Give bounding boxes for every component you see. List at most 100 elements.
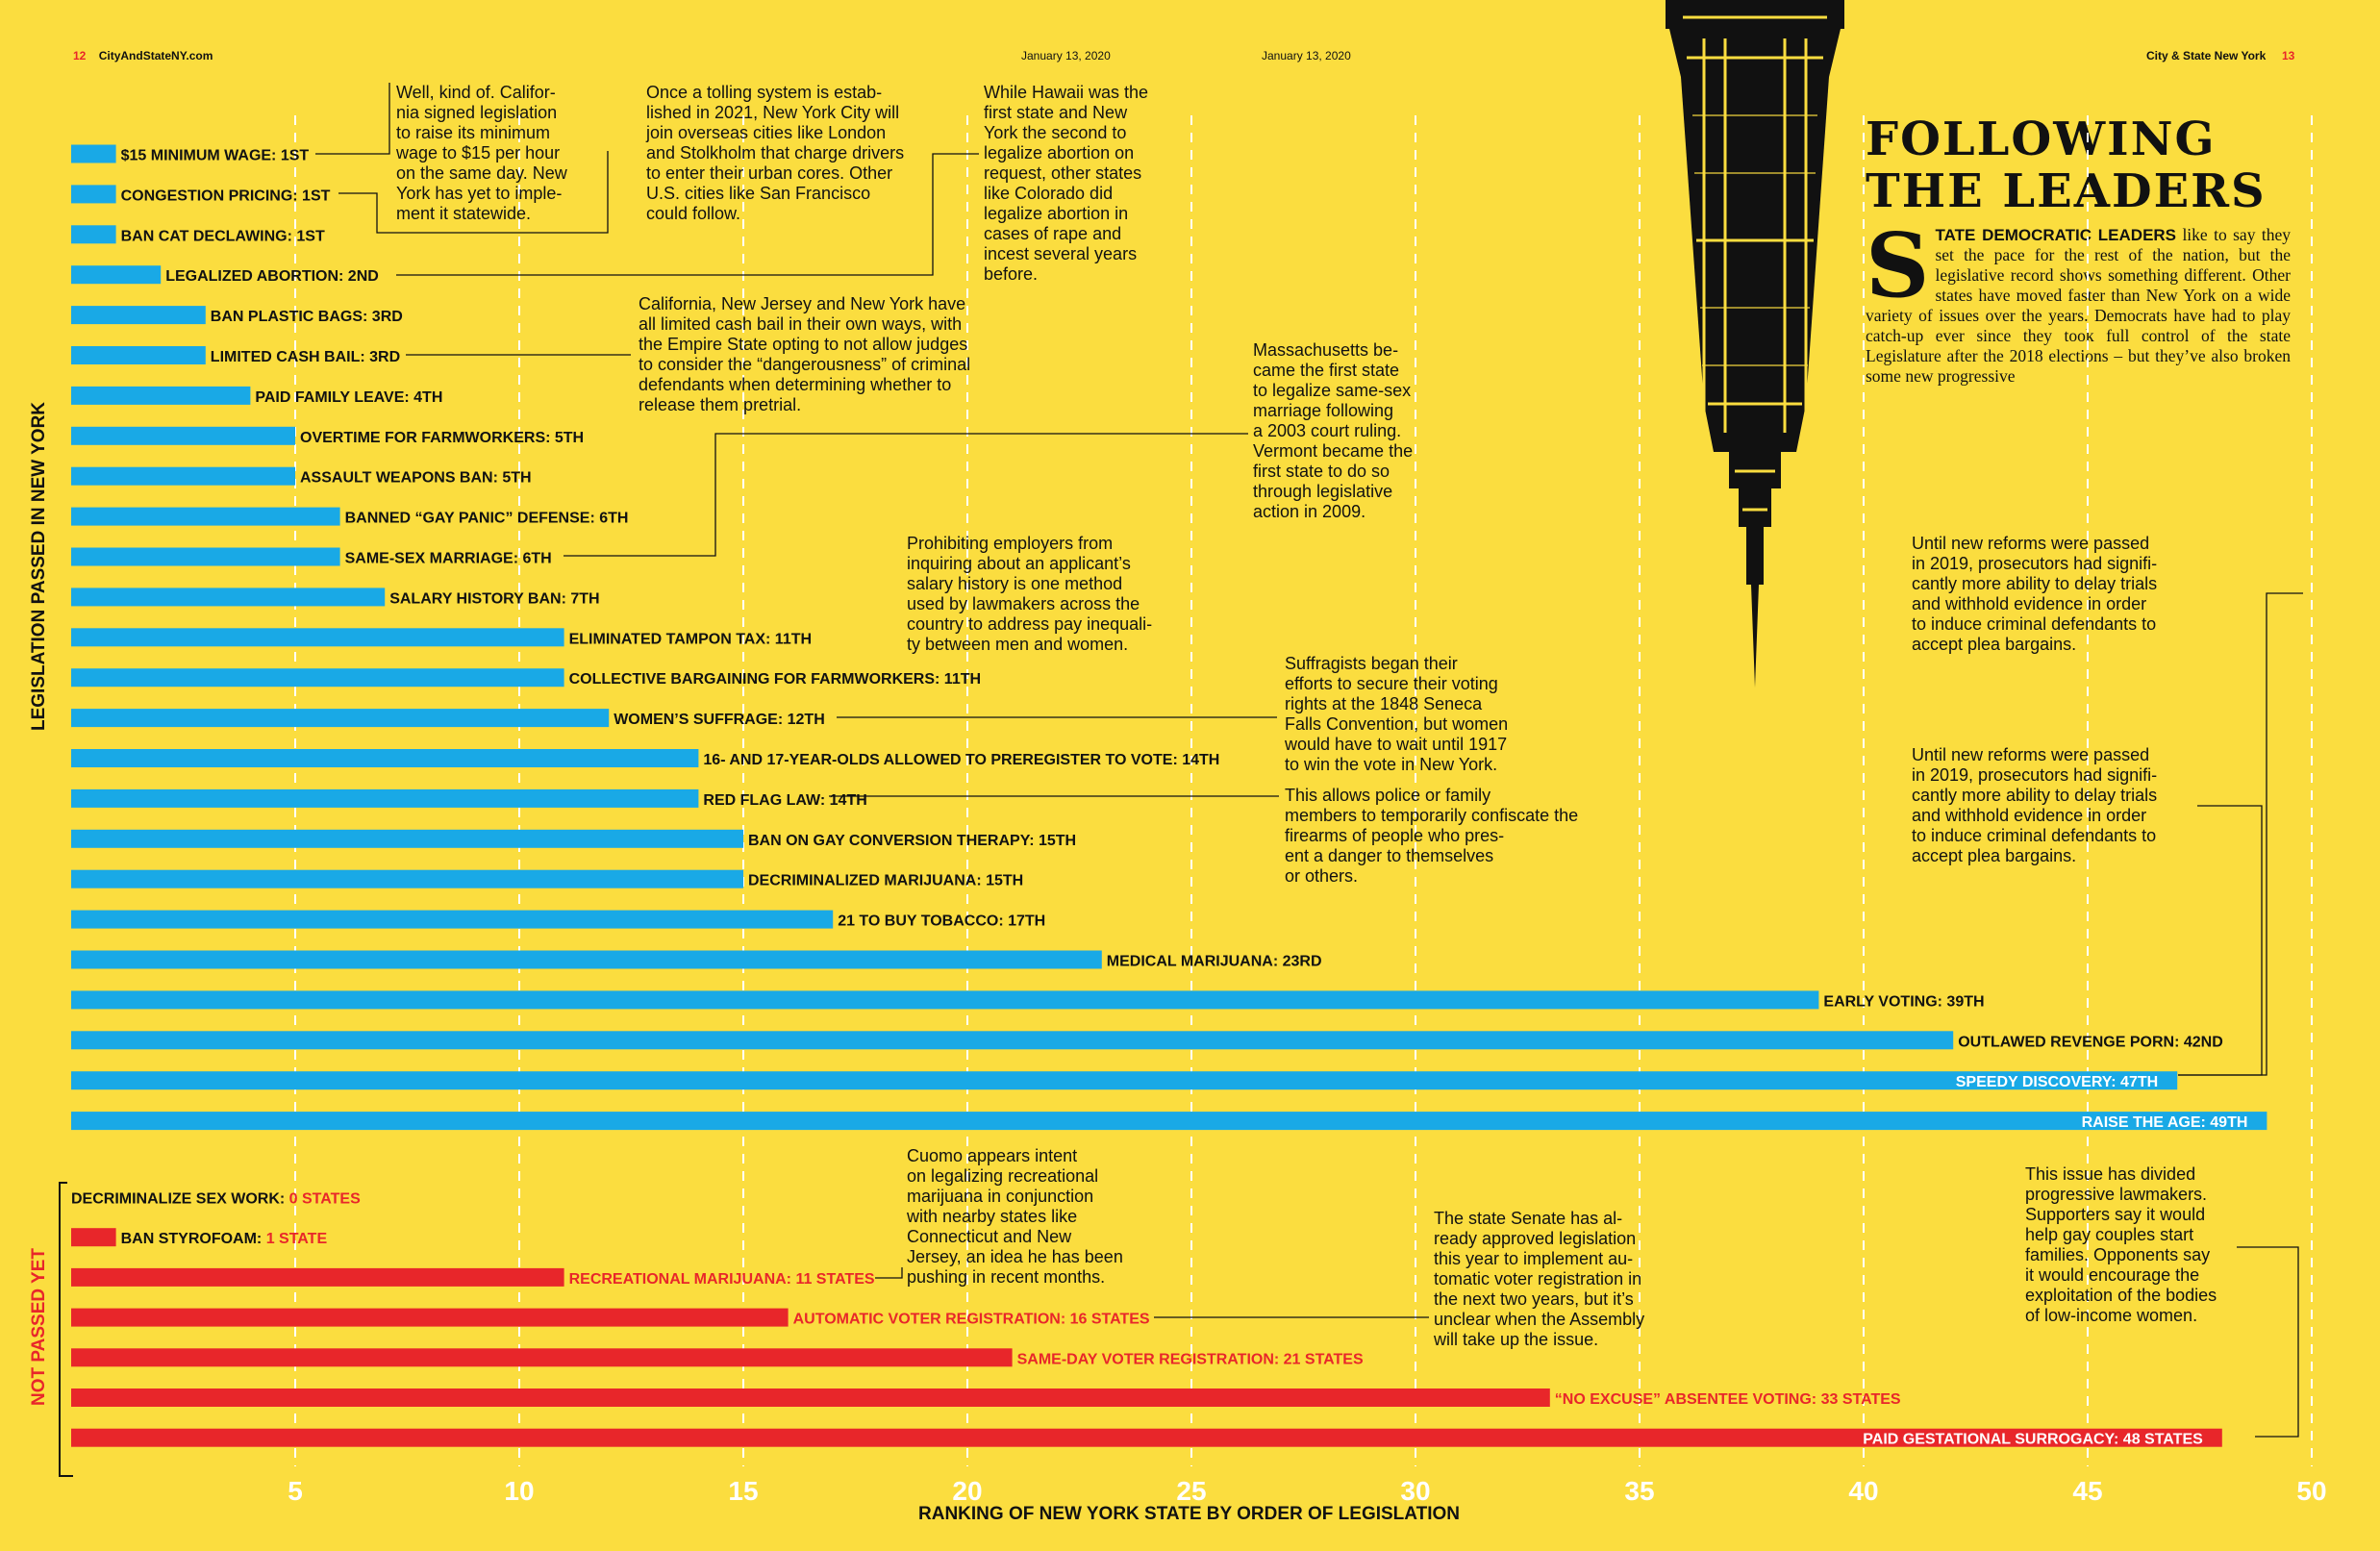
leader-line <box>2237 1246 2299 1438</box>
note-raise-age: Until new reforms were passed in 2019, pr… <box>1912 534 2157 655</box>
note-line: like Colorado did <box>984 184 1114 203</box>
headline-line-2: THE LEADERS <box>1866 164 2267 218</box>
note-line: to consider the “dangerousness” of crimi… <box>639 355 971 374</box>
bar-label: SPEEDY DISCOVERY: 47TH <box>1956 1074 2158 1090</box>
note-line: Cuomo appears intent <box>907 1146 1078 1165</box>
note-line: country to address pay inequali- <box>907 614 1153 634</box>
note-min-wage: Well, kind of. Califor-nia signed legisl… <box>396 83 567 224</box>
note-line: could follow. <box>646 204 741 223</box>
note-suffrage: Suffragists began their efforts to secure… <box>1285 654 1508 775</box>
note-line: to induce criminal defendants to <box>1912 826 2157 845</box>
note-line: a 2003 court ruling. <box>1253 421 1402 440</box>
bar <box>71 265 162 285</box>
leader-line <box>2178 592 2303 1076</box>
x-tick-label: 45 <box>2072 1476 2102 1506</box>
note-line: Until new reforms were passed <box>1912 534 2150 553</box>
article-intro: S TATE DEMOCRATIC LEADERS like to say the… <box>1866 221 2291 387</box>
bar-label: AUTOMATIC VOTER REGISTRATION: 16 STATES <box>793 1312 1150 1328</box>
right-date: January 13, 2020 <box>1262 49 1351 63</box>
note-cash-bail: California, New Jersey and New York have… <box>639 294 970 415</box>
note-line: would have to wait until 1917 <box>1285 735 1508 754</box>
note-line: cantly more ability to delay trials <box>1912 574 2158 593</box>
note-line: marriage following <box>1253 401 1394 420</box>
note-surrogacy: This issue has divided progressive lawmak… <box>2025 1164 2217 1326</box>
bar <box>71 1071 2178 1090</box>
passed-group-label: LEGISLATION PASSED IN NEW YORK <box>29 401 49 731</box>
note-discovery: Until new reforms were passed in 2019, pr… <box>1912 745 2157 866</box>
note-line: to enter their urban cores. Other <box>646 163 893 183</box>
note-line: action in 2009. <box>1253 502 1366 521</box>
note-line: through legislative <box>1253 482 1393 501</box>
note-line: the Empire State opting to not allow jud… <box>639 335 968 354</box>
bar-label: DECRIMINALIZE SEX WORK: 0 STATES <box>71 1191 361 1208</box>
x-tick-label: 20 <box>952 1476 982 1506</box>
bar <box>71 426 295 445</box>
note-line: legalize abortion on <box>984 143 1135 163</box>
note-line: and withhold evidence in order <box>1912 594 2147 613</box>
bar <box>71 466 295 486</box>
bar-label: 16- AND 17-YEAR-OLDS ALLOWED TO PREREGIS… <box>703 752 1219 768</box>
note-line: lished in 2021, New York City will <box>646 103 900 122</box>
bar-label: BAN STYROFOAM: 1 STATE <box>121 1231 328 1247</box>
note-line: California, New Jersey and New York have <box>639 294 966 313</box>
note-congestion: Once a tolling system is estab-lished in… <box>646 83 904 224</box>
bar-label: ELIMINATED TAMPON TAX: 11TH <box>569 631 812 647</box>
note-line: to legalize same-sex <box>1253 381 1412 400</box>
note-line: first state and New <box>984 103 1128 122</box>
note-line: join overseas cities like London <box>646 123 887 142</box>
bar <box>71 185 116 204</box>
bar-label: ASSAULT WEAPONS BAN: 5TH <box>300 470 532 487</box>
x-tick-label: 50 <box>2296 1476 2326 1506</box>
note-line: unclear when the Assembly <box>1434 1310 1645 1329</box>
note-line: members to temporarily confiscate the <box>1285 806 1579 825</box>
note-line: all limited cash bail in their own ways,… <box>639 314 963 334</box>
left-site-name: CityAndStateNY.com <box>98 49 213 63</box>
note-line: or others. <box>1285 866 1359 886</box>
left-date: January 13, 2020 <box>1021 49 1111 63</box>
note-line: While Hawaii was the <box>984 83 1149 102</box>
bar <box>71 628 564 647</box>
note-line: York has yet to imple- <box>396 184 563 203</box>
note-line: on the same day. New <box>396 163 567 183</box>
note-line: salary history is one method <box>907 574 1123 593</box>
bar-label: MEDICAL MARIJUANA: 23RD <box>1107 954 1322 970</box>
x-tick-label: 30 <box>1400 1476 1430 1506</box>
note-line: Connecticut and New <box>907 1227 1072 1246</box>
bar <box>71 1388 1550 1407</box>
note-line: firearms of people who pres- <box>1285 826 1505 845</box>
note-same-sex: Massachusetts be-came the first state to … <box>1253 340 1413 522</box>
note-line: rights at the 1848 Seneca <box>1285 694 1483 713</box>
intro-body: like to say they set the pace for the re… <box>1866 225 2291 386</box>
bar-label: CONGESTION PRICING: 1ST <box>121 188 331 204</box>
bar <box>71 829 743 848</box>
bar-label: RED FLAG LAW: 14TH <box>703 792 866 809</box>
x-axis-title: RANKING OF NEW YORK STATE BY ORDER OF LE… <box>918 1504 1460 1524</box>
bar <box>71 1348 1013 1367</box>
bar-label: RECREATIONAL MARIJUANA: 11 STATES <box>569 1271 875 1288</box>
note-line: incest several years <box>984 244 1138 263</box>
bar <box>71 910 834 929</box>
note-line: it would encourage the <box>2025 1265 2200 1285</box>
left-page-number: 12 <box>73 49 87 63</box>
bar <box>71 507 340 526</box>
note-line: Falls Convention, but women <box>1285 714 1509 734</box>
bar <box>71 788 699 808</box>
bar <box>71 749 699 767</box>
note-line: and Stolkholm that charge drivers <box>646 143 905 163</box>
bar <box>71 346 206 364</box>
note-line: wage to $15 per hour <box>396 143 561 163</box>
leader-line <box>338 151 609 234</box>
note-line: ment it statewide. <box>396 204 532 223</box>
note-line: help gay couples start <box>2025 1225 2194 1244</box>
bar-label: WOMEN’S SUFFRAGE: 12TH <box>614 712 825 728</box>
x-tick-label: 40 <box>1848 1476 1878 1506</box>
bar-label: PAID FAMILY LEAVE: 4TH <box>255 389 442 406</box>
bar-label: BAN ON GAY CONVERSION THERAPY: 15TH <box>748 833 1076 849</box>
note-line: This issue has divided <box>2025 1164 2196 1184</box>
note-line: will take up the issue. <box>1434 1330 1599 1349</box>
leader-line <box>564 433 1248 557</box>
note-line: this year to implement au- <box>1434 1249 1634 1268</box>
note-line: with nearby states like <box>907 1207 1078 1226</box>
bar-label: SAME-SEX MARRIAGE: 6TH <box>345 551 552 567</box>
note-rec-marijuana: Cuomo appears intent on legalizing recrea… <box>907 1146 1123 1288</box>
